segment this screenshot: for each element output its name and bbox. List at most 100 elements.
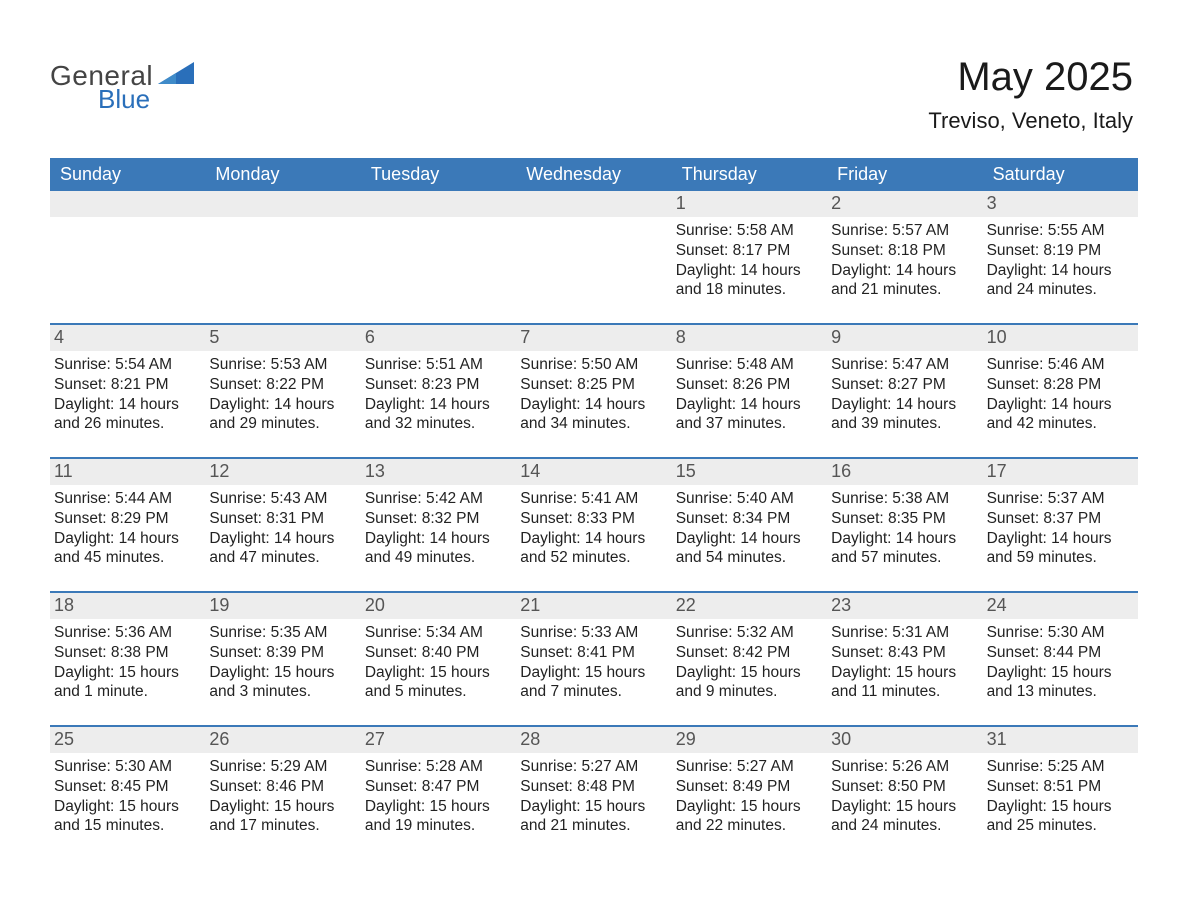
day-number: 22 xyxy=(672,593,827,619)
sunset-line: Sunset: 8:48 PM xyxy=(520,777,667,797)
day-cell: Sunrise: 5:26 AMSunset: 8:50 PMDaylight:… xyxy=(827,753,982,845)
day-number: 19 xyxy=(205,593,360,619)
day-cell: Sunrise: 5:27 AMSunset: 8:48 PMDaylight:… xyxy=(516,753,671,845)
day-cell: Sunrise: 5:50 AMSunset: 8:25 PMDaylight:… xyxy=(516,351,671,443)
day-cell xyxy=(361,217,516,309)
day-number: 7 xyxy=(516,325,671,351)
week-row: Sunrise: 5:30 AMSunset: 8:45 PMDaylight:… xyxy=(50,753,1138,845)
sunset-line: Sunset: 8:19 PM xyxy=(987,241,1134,261)
sunrise-line: Sunrise: 5:28 AM xyxy=(365,757,512,777)
dow-header: Sunday Monday Tuesday Wednesday Thursday… xyxy=(50,158,1138,191)
day-number: 31 xyxy=(983,727,1138,753)
calendar: Sunday Monday Tuesday Wednesday Thursday… xyxy=(50,158,1138,845)
dow-saturday: Saturday xyxy=(983,158,1138,191)
month-title: May 2025 xyxy=(928,55,1133,100)
day-number: 8 xyxy=(672,325,827,351)
sunset-line: Sunset: 8:46 PM xyxy=(209,777,356,797)
daylight-line: Daylight: 14 hours and 49 minutes. xyxy=(365,529,512,569)
day-cell: Sunrise: 5:44 AMSunset: 8:29 PMDaylight:… xyxy=(50,485,205,577)
daylight-line: Daylight: 14 hours and 34 minutes. xyxy=(520,395,667,435)
sunset-line: Sunset: 8:44 PM xyxy=(987,643,1134,663)
sunset-line: Sunset: 8:49 PM xyxy=(676,777,823,797)
sunset-line: Sunset: 8:37 PM xyxy=(987,509,1134,529)
sunrise-line: Sunrise: 5:51 AM xyxy=(365,355,512,375)
sunset-line: Sunset: 8:38 PM xyxy=(54,643,201,663)
day-cell xyxy=(50,217,205,309)
day-cell: Sunrise: 5:54 AMSunset: 8:21 PMDaylight:… xyxy=(50,351,205,443)
day-cell: Sunrise: 5:36 AMSunset: 8:38 PMDaylight:… xyxy=(50,619,205,711)
day-number: 4 xyxy=(50,325,205,351)
sunset-line: Sunset: 8:29 PM xyxy=(54,509,201,529)
sunset-line: Sunset: 8:31 PM xyxy=(209,509,356,529)
day-cell: Sunrise: 5:48 AMSunset: 8:26 PMDaylight:… xyxy=(672,351,827,443)
sunrise-line: Sunrise: 5:31 AM xyxy=(831,623,978,643)
sunrise-line: Sunrise: 5:37 AM xyxy=(987,489,1134,509)
daylight-line: Daylight: 14 hours and 47 minutes. xyxy=(209,529,356,569)
page: General Blue May 2025 Treviso, Veneto, I… xyxy=(0,0,1188,918)
day-cell: Sunrise: 5:31 AMSunset: 8:43 PMDaylight:… xyxy=(827,619,982,711)
day-cell: Sunrise: 5:42 AMSunset: 8:32 PMDaylight:… xyxy=(361,485,516,577)
sunset-line: Sunset: 8:22 PM xyxy=(209,375,356,395)
sunset-line: Sunset: 8:45 PM xyxy=(54,777,201,797)
day-number xyxy=(205,191,360,217)
day-cell: Sunrise: 5:35 AMSunset: 8:39 PMDaylight:… xyxy=(205,619,360,711)
day-number: 3 xyxy=(983,191,1138,217)
daylight-line: Daylight: 15 hours and 19 minutes. xyxy=(365,797,512,837)
sunrise-line: Sunrise: 5:42 AM xyxy=(365,489,512,509)
day-number: 2 xyxy=(827,191,982,217)
day-cell: Sunrise: 5:41 AMSunset: 8:33 PMDaylight:… xyxy=(516,485,671,577)
week-row: Sunrise: 5:44 AMSunset: 8:29 PMDaylight:… xyxy=(50,485,1138,577)
day-cell: Sunrise: 5:25 AMSunset: 8:51 PMDaylight:… xyxy=(983,753,1138,845)
daylight-line: Daylight: 15 hours and 3 minutes. xyxy=(209,663,356,703)
sunset-line: Sunset: 8:40 PM xyxy=(365,643,512,663)
sunset-line: Sunset: 8:34 PM xyxy=(676,509,823,529)
logo-triangle-icon xyxy=(158,62,194,84)
sunset-line: Sunset: 8:43 PM xyxy=(831,643,978,663)
sunrise-line: Sunrise: 5:30 AM xyxy=(987,623,1134,643)
sunrise-line: Sunrise: 5:25 AM xyxy=(987,757,1134,777)
day-cell: Sunrise: 5:30 AMSunset: 8:45 PMDaylight:… xyxy=(50,753,205,845)
day-number: 18 xyxy=(50,593,205,619)
daylight-line: Daylight: 14 hours and 37 minutes. xyxy=(676,395,823,435)
daylight-line: Daylight: 14 hours and 42 minutes. xyxy=(987,395,1134,435)
day-number xyxy=(50,191,205,217)
day-number: 21 xyxy=(516,593,671,619)
sunrise-line: Sunrise: 5:34 AM xyxy=(365,623,512,643)
day-cell: Sunrise: 5:58 AMSunset: 8:17 PMDaylight:… xyxy=(672,217,827,309)
sunrise-line: Sunrise: 5:58 AM xyxy=(676,221,823,241)
daylight-line: Daylight: 14 hours and 26 minutes. xyxy=(54,395,201,435)
sunset-line: Sunset: 8:26 PM xyxy=(676,375,823,395)
sunset-line: Sunset: 8:17 PM xyxy=(676,241,823,261)
daylight-line: Daylight: 14 hours and 45 minutes. xyxy=(54,529,201,569)
sunrise-line: Sunrise: 5:40 AM xyxy=(676,489,823,509)
daylight-line: Daylight: 15 hours and 21 minutes. xyxy=(520,797,667,837)
sunrise-line: Sunrise: 5:57 AM xyxy=(831,221,978,241)
day-cell: Sunrise: 5:38 AMSunset: 8:35 PMDaylight:… xyxy=(827,485,982,577)
daylight-line: Daylight: 15 hours and 22 minutes. xyxy=(676,797,823,837)
sunrise-line: Sunrise: 5:43 AM xyxy=(209,489,356,509)
daylight-line: Daylight: 14 hours and 52 minutes. xyxy=(520,529,667,569)
daylight-line: Daylight: 15 hours and 5 minutes. xyxy=(365,663,512,703)
day-number: 12 xyxy=(205,459,360,485)
sunset-line: Sunset: 8:27 PM xyxy=(831,375,978,395)
dow-sunday: Sunday xyxy=(50,158,205,191)
daylight-line: Daylight: 15 hours and 1 minute. xyxy=(54,663,201,703)
sunrise-line: Sunrise: 5:36 AM xyxy=(54,623,201,643)
sunset-line: Sunset: 8:21 PM xyxy=(54,375,201,395)
day-cell xyxy=(516,217,671,309)
weeks-container: 123Sunrise: 5:58 AMSunset: 8:17 PMDaylig… xyxy=(50,191,1138,845)
daylight-line: Daylight: 15 hours and 15 minutes. xyxy=(54,797,201,837)
sunrise-line: Sunrise: 5:30 AM xyxy=(54,757,201,777)
day-number: 15 xyxy=(672,459,827,485)
day-cell: Sunrise: 5:55 AMSunset: 8:19 PMDaylight:… xyxy=(983,217,1138,309)
day-number xyxy=(516,191,671,217)
day-cell: Sunrise: 5:40 AMSunset: 8:34 PMDaylight:… xyxy=(672,485,827,577)
sunrise-line: Sunrise: 5:33 AM xyxy=(520,623,667,643)
day-number: 5 xyxy=(205,325,360,351)
sunrise-line: Sunrise: 5:27 AM xyxy=(676,757,823,777)
sunset-line: Sunset: 8:35 PM xyxy=(831,509,978,529)
dow-friday: Friday xyxy=(827,158,982,191)
day-number: 25 xyxy=(50,727,205,753)
day-number: 16 xyxy=(827,459,982,485)
sunrise-line: Sunrise: 5:53 AM xyxy=(209,355,356,375)
